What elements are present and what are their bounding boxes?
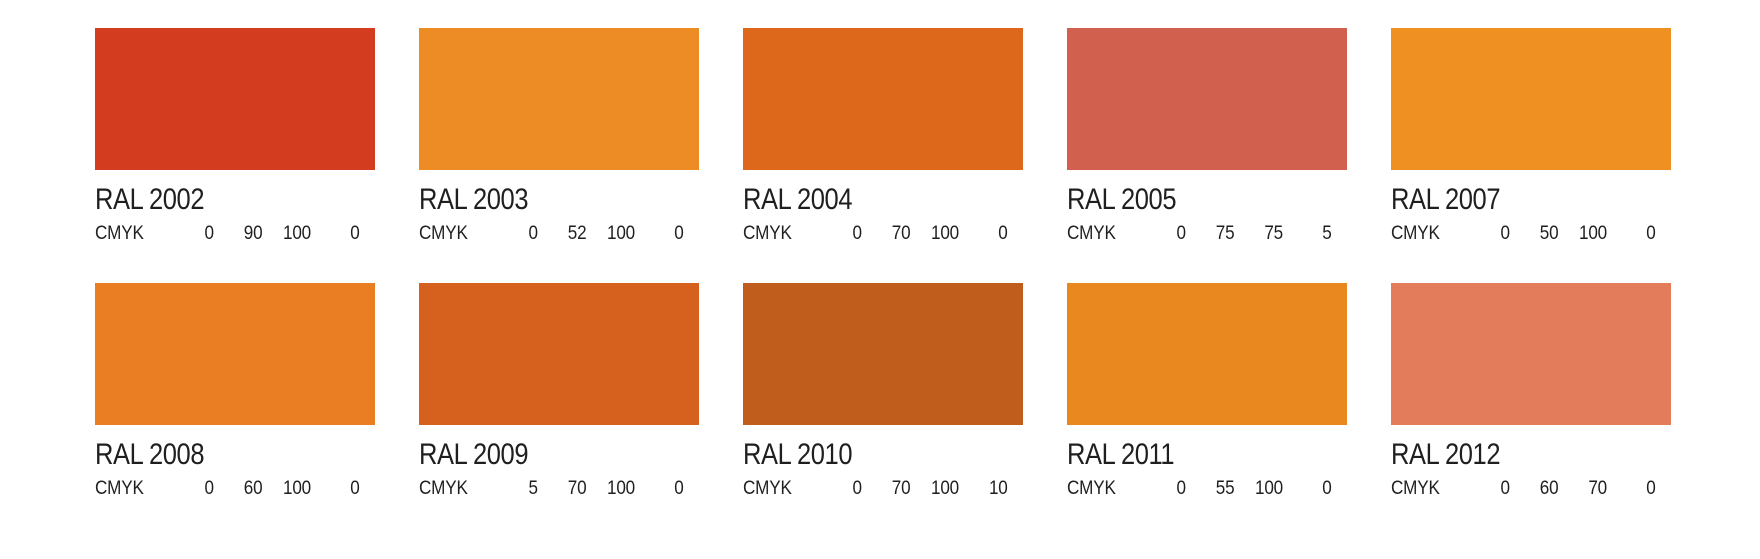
color-swatch — [1067, 283, 1347, 425]
cmyk-values: CMYK 0 55 100 0 — [1067, 478, 1332, 500]
cmyk-values: CMYK 0 50 100 0 — [1391, 223, 1656, 245]
color-model-label: CMYK — [1391, 223, 1440, 244]
cmyk-m-value: 70 — [891, 478, 911, 499]
cmyk-c-value: 0 — [1176, 478, 1186, 499]
cmyk-k-value: 10 — [988, 478, 1008, 499]
color-card-ral-2003: RAL 2003 CMYK 0 52 100 0 — [419, 28, 699, 245]
color-swatch — [95, 28, 375, 170]
color-card-ral-2004: RAL 2004 CMYK 0 70 100 0 — [743, 28, 1023, 245]
color-swatch — [1391, 283, 1671, 425]
cmyk-c-value: 0 — [1176, 223, 1186, 244]
cmyk-values: CMYK 0 60 100 0 — [95, 478, 360, 500]
color-name: RAL 2005 — [1067, 183, 1177, 216]
color-name: RAL 2012 — [1391, 438, 1501, 471]
color-swatch — [95, 283, 375, 425]
cmyk-y-value: 100 — [607, 478, 635, 499]
color-swatch — [743, 28, 1023, 170]
color-card-ral-2009: RAL 2009 CMYK 5 70 100 0 — [419, 283, 699, 500]
cmyk-c-value: 0 — [852, 223, 862, 244]
cmyk-c-value: 0 — [204, 478, 214, 499]
color-name: RAL 2003 — [419, 183, 529, 216]
cmyk-y-value: 75 — [1264, 223, 1283, 244]
color-name: RAL 2002 — [95, 183, 205, 216]
cmyk-m-value: 60 — [1539, 478, 1559, 499]
color-model-label: CMYK — [1067, 478, 1116, 499]
cmyk-m-value: 75 — [1215, 223, 1235, 244]
cmyk-y-value: 100 — [931, 223, 959, 244]
cmyk-k-value: 0 — [1322, 478, 1332, 499]
color-card-ral-2008: RAL 2008 CMYK 0 60 100 0 — [95, 283, 375, 500]
cmyk-k-value: 0 — [350, 478, 360, 499]
cmyk-c-value: 0 — [852, 478, 862, 499]
cmyk-y-value: 100 — [283, 223, 311, 244]
color-name: RAL 2008 — [95, 438, 205, 471]
color-swatch — [1067, 28, 1347, 170]
cmyk-values: CMYK 0 90 100 0 — [95, 223, 360, 245]
cmyk-values: CMYK 0 70 100 0 — [743, 223, 1008, 245]
cmyk-y-value: 100 — [1255, 478, 1283, 499]
cmyk-k-value: 0 — [1646, 223, 1656, 244]
color-model-label: CMYK — [1067, 223, 1116, 244]
cmyk-y-value: 100 — [1579, 223, 1607, 244]
color-card-ral-2010: RAL 2010 CMYK 0 70 100 10 — [743, 283, 1023, 500]
color-model-label: CMYK — [95, 223, 144, 244]
color-card-ral-2005: RAL 2005 CMYK 0 75 75 5 — [1067, 28, 1347, 245]
color-swatch — [1391, 28, 1671, 170]
color-card-ral-2011: RAL 2011 CMYK 0 55 100 0 — [1067, 283, 1347, 500]
color-swatch — [419, 28, 699, 170]
color-model-label: CMYK — [743, 478, 792, 499]
cmyk-c-value: 0 — [204, 223, 214, 244]
cmyk-c-value: 5 — [528, 478, 538, 499]
cmyk-values: CMYK 5 70 100 0 — [419, 478, 684, 500]
color-name: RAL 2010 — [743, 438, 853, 471]
cmyk-m-value: 60 — [243, 478, 263, 499]
cmyk-c-value: 0 — [1500, 478, 1510, 499]
cmyk-m-value: 52 — [567, 223, 587, 244]
cmyk-y-value: 70 — [1588, 478, 1607, 499]
color-name: RAL 2004 — [743, 183, 853, 216]
cmyk-values: CMYK 0 70 100 10 — [743, 478, 1008, 500]
cmyk-values: CMYK 0 60 70 0 — [1391, 478, 1656, 500]
color-name: RAL 2011 — [1067, 438, 1175, 471]
cmyk-m-value: 70 — [891, 223, 911, 244]
cmyk-values: CMYK 0 75 75 5 — [1067, 223, 1332, 245]
color-name: RAL 2009 — [419, 438, 529, 471]
color-model-label: CMYK — [95, 478, 144, 499]
cmyk-m-value: 50 — [1539, 223, 1559, 244]
color-swatch — [419, 283, 699, 425]
cmyk-c-value: 0 — [528, 223, 538, 244]
color-model-label: CMYK — [419, 478, 468, 499]
color-name: RAL 2007 — [1391, 183, 1501, 216]
cmyk-m-value: 90 — [243, 223, 263, 244]
color-card-ral-2002: RAL 2002 CMYK 0 90 100 0 — [95, 28, 375, 245]
color-model-label: CMYK — [1391, 478, 1440, 499]
color-card-ral-2007: RAL 2007 CMYK 0 50 100 0 — [1391, 28, 1671, 245]
cmyk-y-value: 100 — [607, 223, 635, 244]
color-model-label: CMYK — [419, 223, 468, 244]
cmyk-k-value: 0 — [1646, 478, 1656, 499]
cmyk-k-value: 0 — [998, 223, 1008, 244]
cmyk-c-value: 0 — [1500, 223, 1510, 244]
color-model-label: CMYK — [743, 223, 792, 244]
color-swatch — [743, 283, 1023, 425]
cmyk-k-value: 0 — [674, 478, 684, 499]
cmyk-y-value: 100 — [283, 478, 311, 499]
cmyk-m-value: 55 — [1215, 478, 1235, 499]
cmyk-k-value: 5 — [1322, 223, 1332, 244]
cmyk-k-value: 0 — [674, 223, 684, 244]
color-card-ral-2012: RAL 2012 CMYK 0 60 70 0 — [1391, 283, 1671, 500]
cmyk-m-value: 70 — [567, 478, 587, 499]
cmyk-k-value: 0 — [350, 223, 360, 244]
ral-color-chart: RAL 2002 CMYK 0 90 100 0 RAL 2003 CMYK 0… — [95, 28, 1671, 500]
cmyk-y-value: 100 — [931, 478, 959, 499]
cmyk-values: CMYK 0 52 100 0 — [419, 223, 684, 245]
